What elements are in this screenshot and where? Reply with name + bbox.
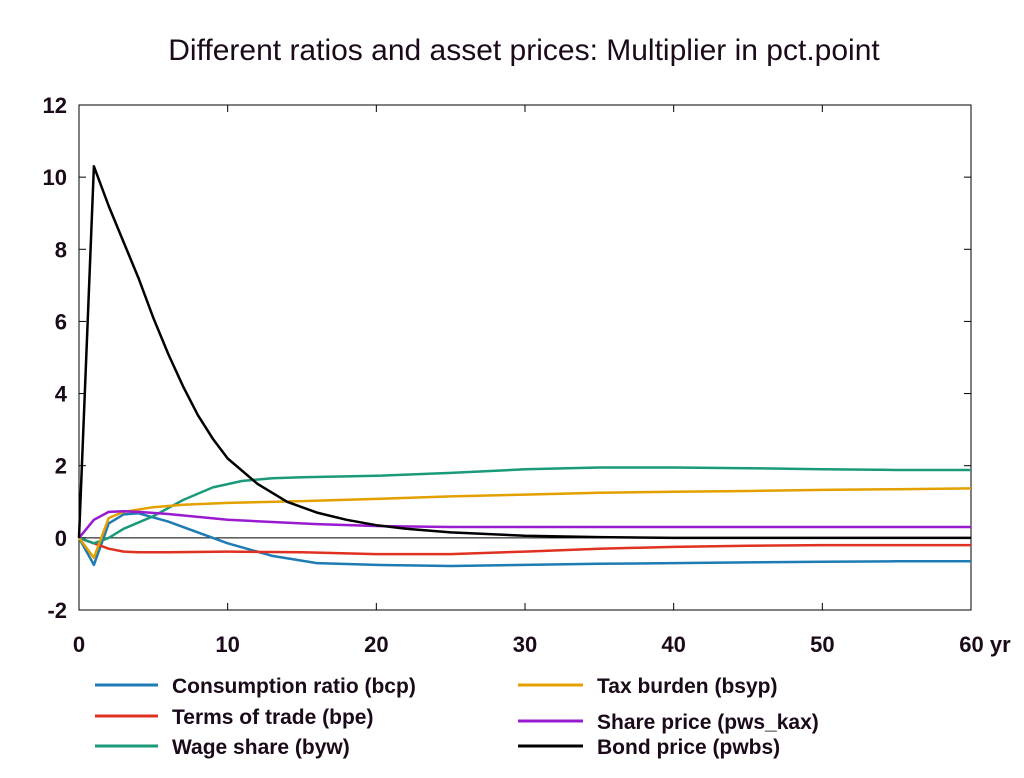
x-tick-label: 40 [661, 632, 685, 657]
legend-label-3: Tax burden (bsyp) [597, 675, 777, 698]
legend: Consumption ratio (bcp) Terms of trade (b… [95, 675, 819, 759]
y-tick-label: 10 [43, 165, 67, 190]
legend-label-4: Share price (pws_kax) [597, 711, 819, 734]
y-tick-label: 0 [55, 526, 67, 551]
x-tick-label: 30 [513, 632, 537, 657]
x-tick-label: 0 [73, 632, 85, 657]
y-tick-label: 12 [43, 93, 67, 118]
legend-label-0: Consumption ratio (bcp) [172, 675, 416, 698]
x-tick-label: 60 yr [959, 632, 1011, 657]
series-line-5 [77, 165, 971, 540]
series-line-2 [78, 466, 971, 545]
series-line-3 [78, 487, 972, 559]
x-tick-label: 10 [215, 632, 239, 657]
y-tick-label: 4 [55, 382, 68, 407]
chart-title: Different ratios and asset prices: Multi… [168, 34, 880, 67]
x-tick-label: 20 [364, 632, 388, 657]
legend-label-2: Wage share (byw) [172, 736, 350, 759]
series-line-0 [77, 512, 971, 568]
y-tick-label: 2 [55, 454, 67, 479]
x-tick-label: 50 [810, 632, 834, 657]
legend-label-1: Terms of trade (bpe) [172, 706, 373, 729]
series-line-1 [78, 536, 971, 556]
plot-frame [78, 104, 972, 611]
y-tick-label: 8 [55, 237, 67, 262]
y-tick-label: -2 [47, 598, 67, 623]
series-group [77, 165, 972, 568]
y-tick-label: 6 [55, 309, 67, 334]
legend-label-5: Bond price (pwbs) [597, 736, 780, 759]
series-line-4 [78, 509, 971, 539]
